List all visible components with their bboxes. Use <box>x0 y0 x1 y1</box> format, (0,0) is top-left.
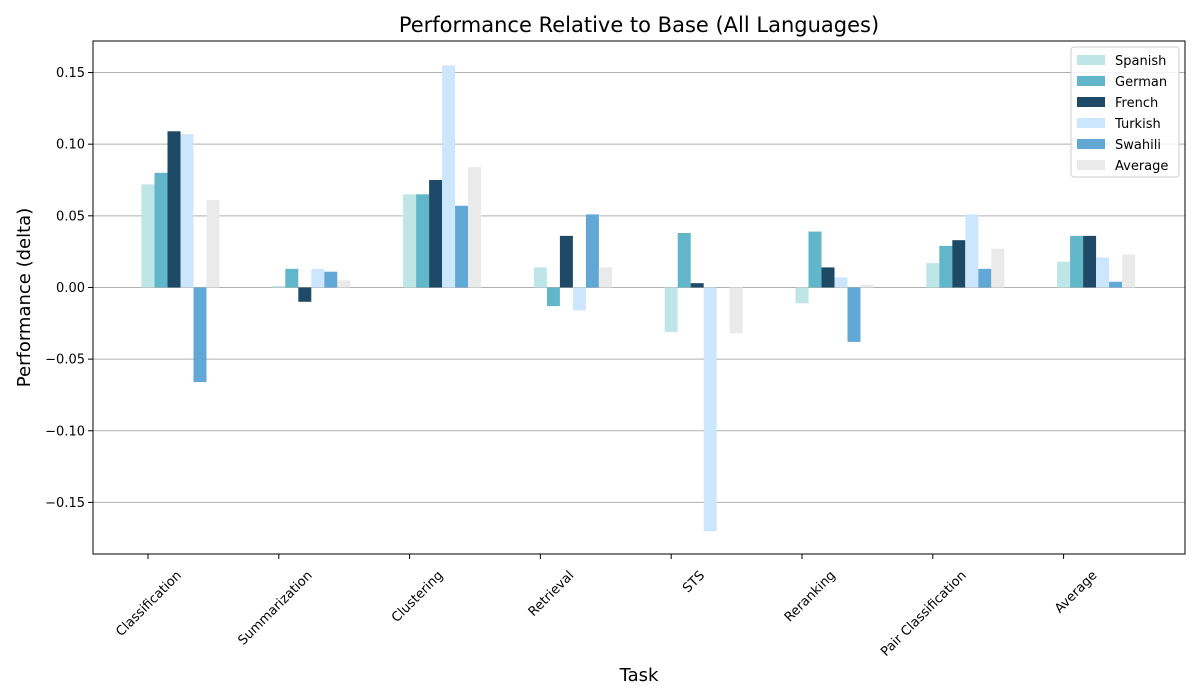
bar-spanish-retrieval <box>533 267 547 288</box>
x-tick-label: Clustering <box>389 568 446 625</box>
bar-french-classification <box>167 131 181 288</box>
bar-german-pair-classification <box>939 245 953 288</box>
x-axis-title: Task <box>619 665 659 686</box>
bar-french-summarization <box>298 287 312 302</box>
bar-swahili-retrieval <box>585 214 599 288</box>
x-tick-label: STS <box>680 568 708 596</box>
y-tick-label: −0.15 <box>45 496 85 511</box>
bar-french-clustering <box>429 179 443 288</box>
bar-spanish-summarization <box>272 286 286 288</box>
bar-turkish-reranking <box>834 277 848 288</box>
y-axis-title: Performance (delta) <box>14 208 35 387</box>
legend-label: German <box>1115 75 1167 90</box>
y-tick-label: 0.05 <box>56 209 85 224</box>
bar-average-retrieval <box>598 267 612 288</box>
x-tick-label: Summarization <box>235 568 315 648</box>
bar-swahili-summarization <box>324 271 338 288</box>
bar-swahili-classification <box>193 287 207 383</box>
x-tick-label: Retrieval <box>526 568 577 619</box>
bar-turkish-retrieval <box>572 287 586 311</box>
bar-german-classification <box>154 172 168 288</box>
bar-average-reranking <box>860 284 874 288</box>
x-tick-label: Average <box>1052 568 1100 616</box>
legend-label: French <box>1115 96 1158 111</box>
legend-swatch <box>1077 118 1105 128</box>
bar-swahili-pair-classification <box>978 268 992 288</box>
bar-german-retrieval <box>546 287 560 307</box>
x-tick-label: Classification <box>113 568 184 639</box>
y-tick-label: −0.05 <box>45 353 85 368</box>
bar-french-average <box>1083 235 1097 288</box>
bars <box>141 65 1136 532</box>
bar-turkish-average <box>1096 257 1110 288</box>
bar-average-classification <box>206 200 220 288</box>
bar-average-summarization <box>337 280 351 288</box>
y-tick-label: 0.00 <box>56 281 85 296</box>
bar-turkish-summarization <box>311 268 325 288</box>
bar-spanish-reranking <box>795 287 809 304</box>
legend-swatch <box>1077 76 1105 86</box>
bar-french-retrieval <box>559 235 573 288</box>
bar-spanish-average <box>1057 261 1071 288</box>
bar-spanish-clustering <box>403 194 417 288</box>
bar-spanish-classification <box>141 184 155 288</box>
y-tick-label: −0.10 <box>45 424 85 439</box>
bar-french-reranking <box>821 267 835 288</box>
legend-swatch <box>1077 97 1105 107</box>
x-tick-label: Reranking <box>782 568 839 625</box>
bar-turkish-pair-classification <box>965 214 979 288</box>
grid-lines <box>93 72 1185 503</box>
bar-turkish-classification <box>180 134 194 288</box>
bar-swahili-reranking <box>847 287 861 342</box>
bar-turkish-clustering <box>442 65 456 288</box>
bar-german-reranking <box>808 231 822 288</box>
chart-title: Performance Relative to Base (All Langua… <box>399 13 879 37</box>
y-tick-label: 0.15 <box>56 66 85 81</box>
plot-area-frame <box>92 40 1186 555</box>
bar-average-average <box>1122 254 1136 288</box>
legend: Spanish German French Turkish Swahili Average <box>1070 46 1180 178</box>
legend-swatch <box>1077 160 1105 170</box>
legend-swatch <box>1077 55 1105 65</box>
legend-label: Spanish <box>1115 54 1166 69</box>
bar-average-pair-classification <box>991 248 1005 288</box>
bar-swahili-clustering <box>455 205 469 288</box>
bar-spanish-pair-classification <box>926 263 940 288</box>
bar-german-average <box>1070 235 1084 288</box>
bar-french-sts <box>690 283 704 288</box>
bar-french-pair-classification <box>952 240 966 288</box>
bar-average-sts <box>729 287 743 334</box>
bar-swahili-average <box>1109 281 1123 288</box>
legend-label: Turkish <box>1114 117 1161 132</box>
legend-label: Average <box>1115 159 1168 174</box>
bar-german-clustering <box>416 194 430 288</box>
legend-swatch <box>1077 139 1105 149</box>
y-tick-label: 0.10 <box>56 138 85 153</box>
legend-label: Swahili <box>1115 138 1161 153</box>
bar-german-sts <box>677 233 691 288</box>
bar-average-clustering <box>468 167 482 288</box>
bar-turkish-sts <box>703 287 717 532</box>
bar-german-summarization <box>285 268 299 288</box>
bar-spanish-sts <box>664 287 678 332</box>
x-tick-label: Pair Classification <box>878 568 969 659</box>
